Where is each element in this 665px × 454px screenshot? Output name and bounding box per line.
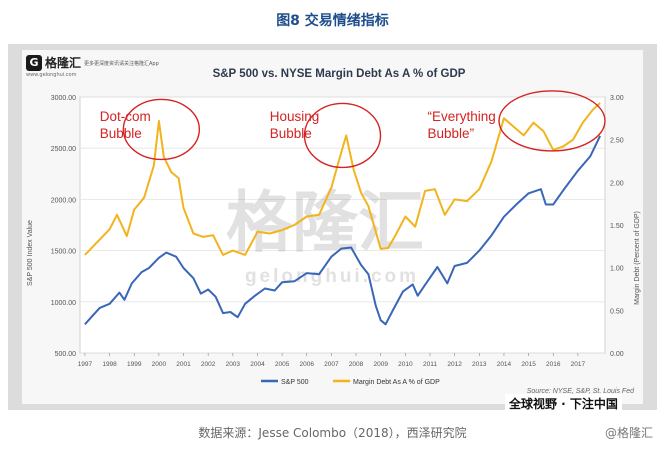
y2-tick-label: 3.00 xyxy=(610,95,624,102)
logo-url: www.gelonghui.com xyxy=(26,72,77,78)
chart-panel: G 格隆汇 更多更深度资讯请关注格隆汇App www.gelonghui.com… xyxy=(8,44,657,410)
x-tick-label: 2005 xyxy=(275,361,290,368)
bubble-circle-2 xyxy=(303,102,382,169)
credit: @格隆汇 xyxy=(604,426,653,440)
x-tick-label: 2012 xyxy=(447,361,462,368)
y2-tick-label: 2.50 xyxy=(610,138,624,145)
legend-label-sp500: S&P 500 xyxy=(281,379,309,386)
chart-area: G 格隆汇 更多更深度资讯请关注格隆汇App www.gelonghui.com… xyxy=(22,50,643,404)
y2-tick-label: 1.50 xyxy=(610,223,624,230)
y2-tick-label: 0.50 xyxy=(610,308,624,315)
bubble-annotation-2-line-2: Bubble xyxy=(270,126,312,141)
x-tick-label: 2006 xyxy=(300,361,315,368)
series-line-margin-debt xyxy=(84,102,601,256)
y2-tick-label: 0.00 xyxy=(610,351,624,358)
x-tick-label: 2014 xyxy=(497,361,512,368)
y-tick-label: 2000.00 xyxy=(51,197,76,204)
x-tick-label: 2007 xyxy=(324,361,339,368)
x-tick-label: 2010 xyxy=(398,361,413,368)
y-axis-label: S&P 500 Index Value xyxy=(27,220,34,286)
logo-name: 格隆汇 xyxy=(45,56,82,70)
bubble-annotation-1-line-1: Dot-com xyxy=(100,109,151,124)
x-tick-label: 2016 xyxy=(546,361,561,368)
plot-background xyxy=(79,96,606,354)
x-tick-label: 2011 xyxy=(423,361,437,368)
x-tick-label: 2013 xyxy=(472,361,487,368)
legend-label-margin: Margin Debt As A % of GDP xyxy=(353,379,440,386)
logo-tagline: 更多更深度资讯请关注格隆汇App xyxy=(84,61,159,67)
y-tick-label: 1000.00 xyxy=(51,300,76,307)
x-tick-label: 1999 xyxy=(127,361,142,368)
bubble-circle-1 xyxy=(122,98,201,161)
figure-caption: 图8 交易情绪指标 xyxy=(276,13,389,29)
series-line-sp500 xyxy=(84,135,602,326)
y-tick-label: 1500.00 xyxy=(51,249,76,256)
y-tick-label: 3000.00 xyxy=(51,95,76,102)
watermark-main: 格隆汇 xyxy=(226,185,424,259)
bubble-annotation-3-line-2: Bubble” xyxy=(428,126,475,141)
x-tick-label: 2009 xyxy=(373,361,388,368)
x-tick-label: 2001 xyxy=(176,361,191,368)
source-label: Source: NYSE, S&P, St. Louis Fed xyxy=(527,388,635,395)
x-tick-label: 2015 xyxy=(521,361,536,368)
x-tick-label: 2000 xyxy=(152,361,167,368)
bubble-annotation-2-line-1: Housing xyxy=(270,109,320,124)
brand-logo: G 格隆汇 xyxy=(26,54,81,71)
x-tick-label: 2003 xyxy=(226,361,241,368)
y2-axis-label: Margin Debt (Percent of GDP) xyxy=(634,211,641,305)
bubble-annotation-1-line-2: Bubble xyxy=(100,126,142,141)
y2-tick-label: 1.00 xyxy=(610,266,624,273)
bubble-annotation-3-line-1: “Everything xyxy=(428,109,496,124)
bubble-circle-3 xyxy=(498,90,606,152)
x-tick-label: 2017 xyxy=(571,361,586,368)
logo-g-icon: G xyxy=(26,54,42,71)
legend: S&P 500 Margin Debt As A % of GDP xyxy=(261,379,440,386)
x-tick-label: 1998 xyxy=(102,361,117,368)
y-tick-label: 2500.00 xyxy=(51,146,76,153)
x-tick-label: 1997 xyxy=(78,361,93,368)
chart-title: S&P 500 vs. NYSE Margin Debt As A % of G… xyxy=(213,68,466,80)
x-tick-label: 2008 xyxy=(349,361,364,368)
x-tick-label: 2004 xyxy=(250,361,265,368)
y-tick-label: 500.00 xyxy=(55,351,77,358)
y2-tick-label: 2.00 xyxy=(610,180,624,187)
x-tick-label: 2002 xyxy=(201,361,216,368)
source-note: 数据来源：Jesse Colombo（2018），西泽研究院 xyxy=(198,426,467,440)
corner-banner: 全球视野 · 下注中国 xyxy=(505,394,622,413)
watermark-sub: gelonghui.com xyxy=(245,266,419,287)
line-chart: S&P 500 vs. NYSE Margin Debt As A % of G… xyxy=(27,68,641,395)
